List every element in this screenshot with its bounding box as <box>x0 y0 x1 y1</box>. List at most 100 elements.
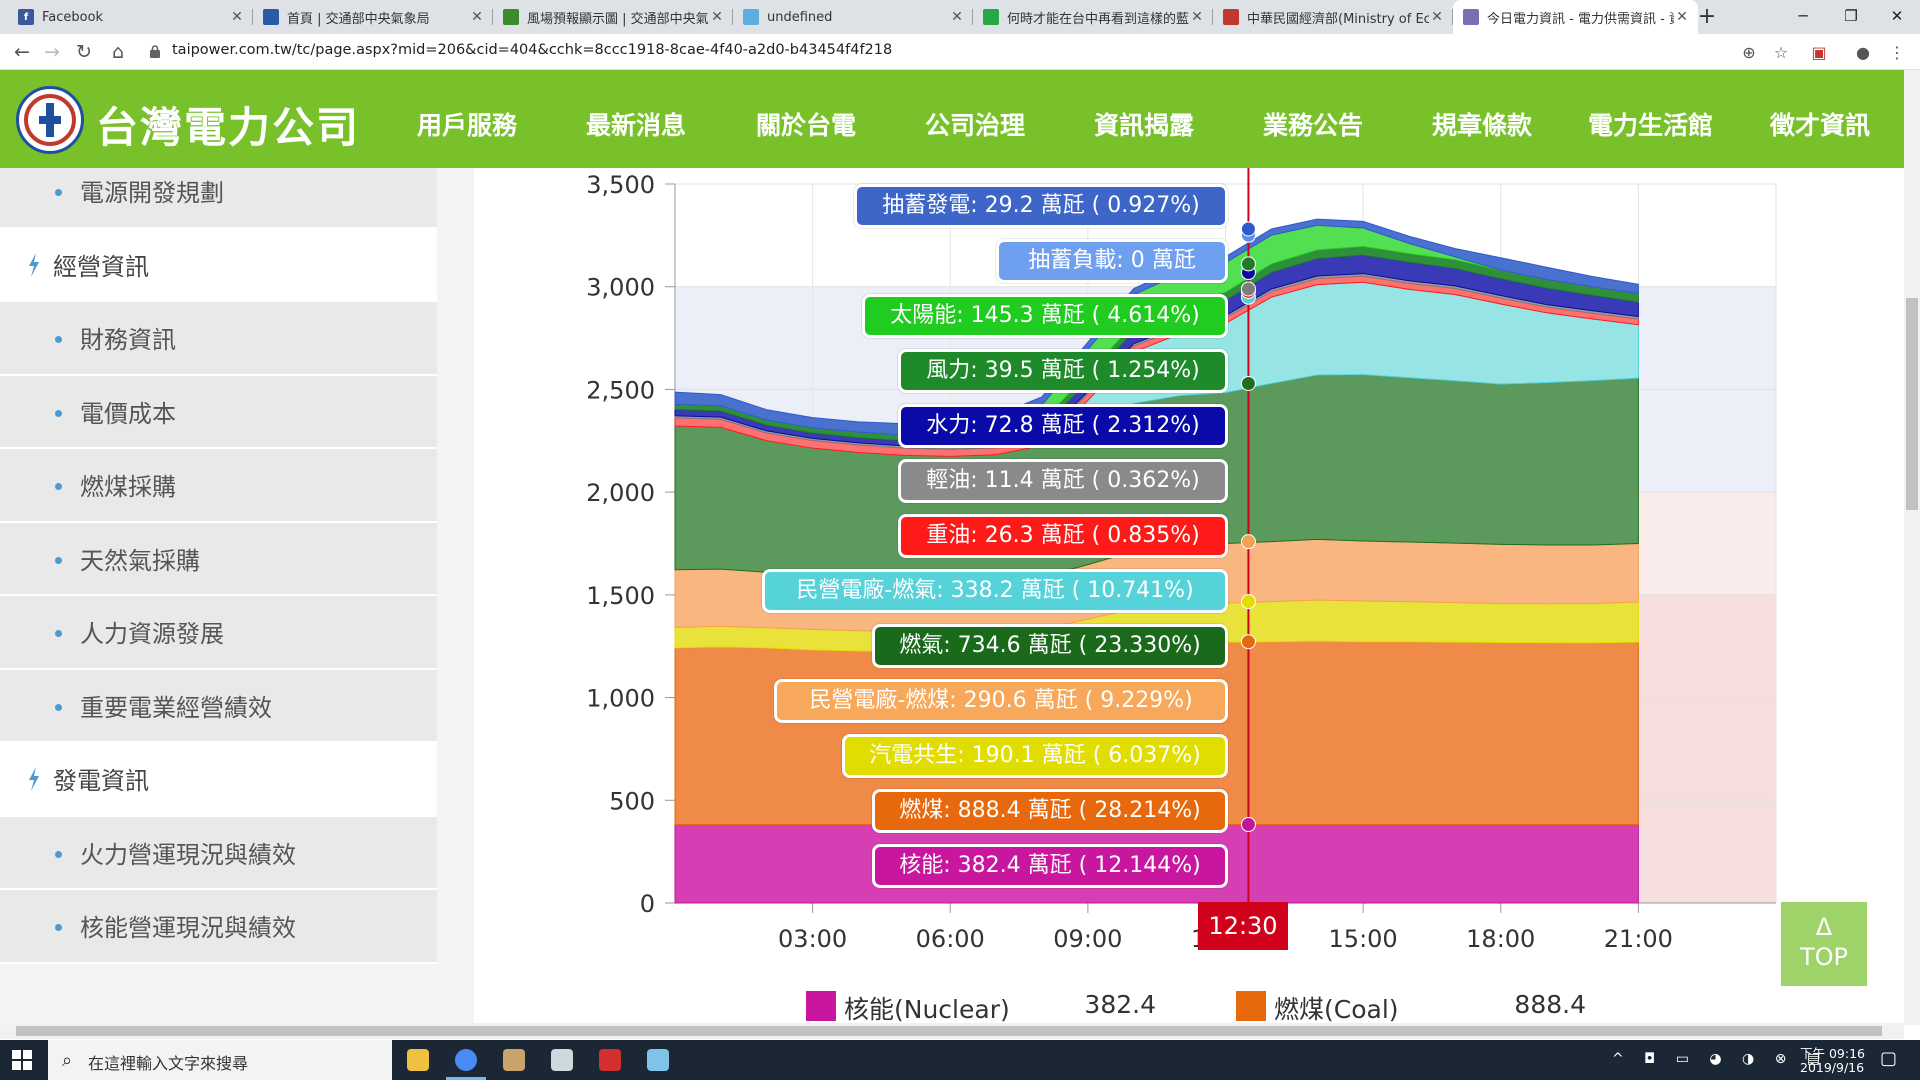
clock-time[interactable]: 下午 09:16 <box>1800 1046 1865 1061</box>
horizontal-scrollbar-thumb[interactable] <box>16 1026 1882 1036</box>
tab-title: Facebook <box>42 9 104 25</box>
series-tooltip-label: 水力: 72.8 萬瓩 ( 2.312%) <box>898 404 1228 448</box>
new-tab-button[interactable]: + <box>1697 4 1717 29</box>
series-marker <box>1240 281 1256 297</box>
browser-tab[interactable]: 何時才能在台中再看到這樣的藍天 ✕ <box>973 0 1213 34</box>
series-tooltip-label: 風力: 39.5 萬瓩 ( 1.254%) <box>898 349 1228 393</box>
notification-icon[interactable]: ▢ <box>1880 1048 1898 1069</box>
sidebar-category[interactable]: 發電資訊 <box>0 743 437 817</box>
lock-icon <box>150 45 160 58</box>
app-icon-4[interactable] <box>538 1040 586 1080</box>
extension-icon[interactable]: ▣ <box>1811 43 1827 62</box>
browser-tab[interactable]: 首頁 | 交通部中央氣象局 ✕ <box>253 0 493 34</box>
app-icon-5[interactable] <box>586 1040 634 1080</box>
legend-swatch[interactable] <box>806 991 836 1021</box>
sidebar: 電源開發規劃經營資訊財務資訊 電價成本 燃煤採購天然氣採購人力資源發展重要電業經營績… <box>0 168 474 1023</box>
power-supply-chart: 0 500 1,000 1,500 2,000 2,500 3,000 3,500 03:00 0… <box>474 168 1904 1023</box>
bookmark-star-icon[interactable]: ☆ <box>1773 43 1789 62</box>
main-nav-item[interactable]: 資訊揭露 <box>1094 111 1195 140</box>
tab-close-icon[interactable]: ✕ <box>471 9 483 25</box>
sidebar-item-label: 經營資訊 <box>53 252 149 281</box>
chrome-app[interactable] <box>442 1040 490 1080</box>
main-nav-item[interactable]: 業務公告 <box>1263 111 1364 140</box>
sidebar-item[interactable]: 核能營運現況與績效 <box>0 890 437 964</box>
windows-start-icon[interactable] <box>12 1050 32 1070</box>
sidebar-item[interactable]: 天然氣採購 <box>0 522 437 596</box>
vertical-scrollbar-thumb[interactable] <box>1906 298 1918 510</box>
tab-title: 中華民國經濟部(Ministry of Econ <box>1247 11 1429 27</box>
main-nav-item[interactable]: 電力生活館 <box>1588 111 1714 140</box>
close-window-button[interactable]: ✕ <box>1890 7 1904 25</box>
tab-close-icon[interactable]: ✕ <box>951 9 963 25</box>
tab-favicon-icon: f <box>18 9 34 25</box>
zoom-icon[interactable]: ⊕ <box>1742 43 1756 62</box>
back-to-top-button[interactable]: Δ TOP <box>1781 902 1867 986</box>
main-nav-item[interactable]: 徵才資訊 <box>1770 111 1871 140</box>
tab-close-icon[interactable]: ✕ <box>711 9 723 25</box>
app-icon-3[interactable] <box>490 1040 538 1080</box>
y-tick-label: 3,000 <box>586 274 655 302</box>
sidebar-item-label: 天然氣採購 <box>80 546 200 575</box>
series-tooltip-label: 核能: 382.4 萬瓩 ( 12.144%) <box>872 844 1228 888</box>
series-marker <box>1240 817 1256 833</box>
y-tick-label: 1,500 <box>586 582 655 610</box>
address-bar[interactable]: taipower.com.tw/tc/page.aspx?mid=206&cid… <box>172 42 893 58</box>
x-tick-label: 18:00 <box>1466 925 1535 953</box>
sidebar-item[interactable]: 財務資訊 <box>0 302 437 376</box>
sidebar-item[interactable]: 火力營運現況與績效 <box>0 816 437 890</box>
y-tick-label: 2,500 <box>586 376 655 404</box>
browser-tab[interactable]: 今日電力資訊 - 電力供需資訊 - 資 ✕ <box>1453 0 1698 34</box>
legend-name[interactable]: 燃煤(Coal) <box>1274 995 1399 1023</box>
tab-close-icon[interactable]: ✕ <box>1191 9 1203 25</box>
tab-favicon-icon <box>743 9 759 25</box>
sidebar-item[interactable]: 燃煤採購 <box>0 449 437 523</box>
sidebar-item[interactable]: 電源開發規劃 <box>0 168 437 229</box>
tab-close-icon[interactable]: ✕ <box>1431 9 1443 25</box>
series-tooltip-label: 重油: 26.3 萬瓩 ( 0.835%) <box>898 514 1228 558</box>
forward-icon[interactable]: → <box>44 41 60 63</box>
sidebar-item-label: 電源開發規劃 <box>80 179 224 208</box>
vertical-scrollbar[interactable] <box>1904 70 1920 1025</box>
x-tick-label: 03:00 <box>778 925 847 953</box>
search-icon: ⌕ <box>62 1050 73 1071</box>
series-tooltip-label: 民營電廠-燃氣: 338.2 萬瓩 ( 10.741%) <box>762 569 1228 613</box>
legend-value: 382.4 <box>1084 990 1156 1019</box>
main-nav-item[interactable]: 用戶服務 <box>417 111 518 140</box>
taskbar-search-box[interactable] <box>48 1040 392 1080</box>
back-icon[interactable]: ← <box>14 41 30 63</box>
home-icon[interactable]: ⌂ <box>111 41 125 63</box>
browser-tab[interactable]: 風場預報顯示圖 | 交通部中央氣象 ✕ <box>493 0 733 34</box>
site-header: 台灣電力公司 用戶服務 最新消息 關於台電 公司治理 資訊揭露 業務公告 規章條款 電力生活館… <box>0 70 1904 168</box>
sidebar-item[interactable]: 重要電業經營績效 <box>0 669 437 743</box>
tab-close-icon[interactable]: ✕ <box>231 9 243 25</box>
taipower-logo-icon[interactable] <box>16 86 84 154</box>
sidebar-category[interactable]: 經營資訊 <box>0 228 437 302</box>
sidebar-item[interactable]: 電價成本 <box>0 375 437 449</box>
browser-tab[interactable]: 中華民國經濟部(Ministry of Econ ✕ <box>1213 0 1453 34</box>
app-icon-6[interactable] <box>634 1040 682 1080</box>
site-logo-text[interactable]: 台灣電力公司 <box>96 103 361 152</box>
lightning-icon <box>29 252 39 277</box>
main-nav-item[interactable]: 關於台電 <box>756 111 857 140</box>
browser-tab[interactable]: undefined ✕ <box>733 0 973 34</box>
clock-date[interactable]: 2019/9/16 <box>1800 1060 1865 1075</box>
tab-close-icon[interactable]: ✕ <box>1676 9 1688 25</box>
file-explorer-app[interactable] <box>394 1040 442 1080</box>
profile-icon[interactable]: ● <box>1856 43 1870 62</box>
main-nav-item[interactable]: 公司治理 <box>925 111 1026 140</box>
series-marker <box>1240 256 1256 272</box>
legend-name[interactable]: 核能(Nuclear) <box>844 995 1010 1023</box>
main-nav-item[interactable]: 最新消息 <box>586 111 687 140</box>
legend-swatch[interactable] <box>1236 991 1266 1021</box>
menu-icon[interactable]: ⋮ <box>1889 43 1905 62</box>
sidebar-gutter <box>437 168 474 1023</box>
browser-tab[interactable]: f Facebook ✕ <box>8 0 253 34</box>
restore-button[interactable]: ❐ <box>1844 7 1858 25</box>
sidebar-item-label: 人力資源發展 <box>80 620 224 649</box>
y-tick-label: 0 <box>640 890 655 918</box>
sidebar-item[interactable]: 人力資源發展 <box>0 596 437 670</box>
system-tray-icons[interactable]: ^ ◘ ▭ ◕ ◑ ⊗ ▤ <box>1612 1051 1829 1067</box>
reload-icon[interactable]: ↻ <box>76 41 92 63</box>
minimize-button[interactable]: ─ <box>1798 7 1808 25</box>
main-nav-item[interactable]: 規章條款 <box>1432 111 1533 140</box>
